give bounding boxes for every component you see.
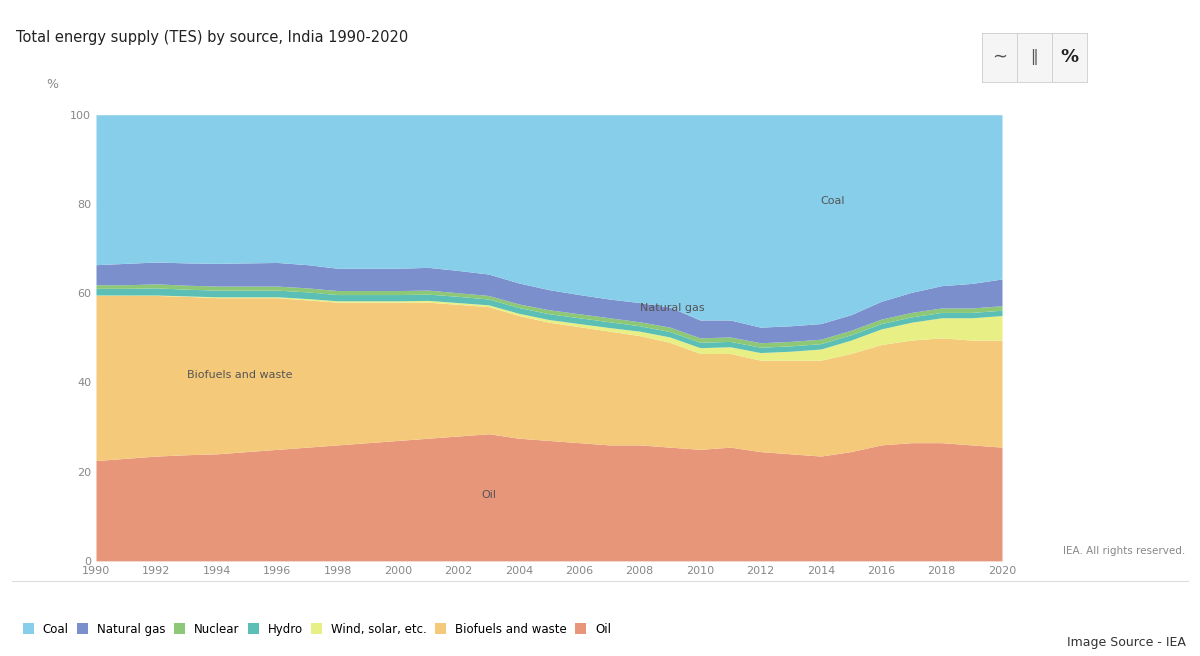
Text: ‖: ‖: [1031, 49, 1038, 66]
Text: Total energy supply (TES) by source, India 1990-2020: Total energy supply (TES) by source, Ind…: [16, 30, 408, 45]
Text: Biofuels and waste: Biofuels and waste: [187, 370, 292, 380]
Text: %: %: [46, 78, 58, 91]
Text: IEA. All rights reserved.: IEA. All rights reserved.: [1063, 546, 1186, 556]
Text: Oil: Oil: [481, 491, 496, 501]
Text: Coal: Coal: [821, 196, 845, 206]
Text: ∼: ∼: [991, 49, 1007, 66]
Text: Natural gas: Natural gas: [640, 303, 704, 313]
Text: Image Source - IEA: Image Source - IEA: [1067, 636, 1186, 649]
Text: %: %: [1061, 49, 1079, 66]
Legend: Coal, Natural gas, Nuclear, Hydro, Wind, solar, etc., Biofuels and waste, Oil: Coal, Natural gas, Nuclear, Hydro, Wind,…: [18, 618, 616, 640]
